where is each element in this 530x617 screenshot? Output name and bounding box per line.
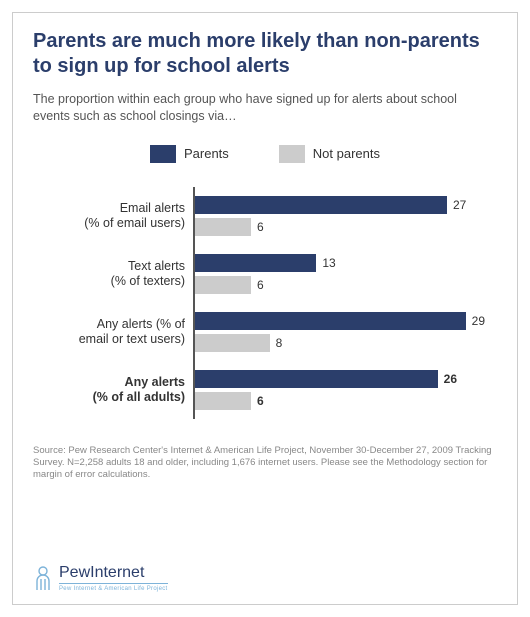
category-label: email or text users) [79, 332, 185, 347]
category-label: Any alerts (% of [97, 317, 185, 332]
legend-item-not-parents: Not parents [279, 145, 380, 163]
bar-value: 6 [257, 220, 264, 234]
bar-value: 13 [322, 256, 335, 270]
legend-swatch [279, 145, 305, 163]
legend-item-parents: Parents [150, 145, 229, 163]
bar [195, 392, 251, 410]
bar-row: 27 [195, 195, 497, 215]
legend-label: Parents [184, 146, 229, 161]
category-label: (% of email users) [84, 216, 185, 231]
bar [195, 196, 447, 214]
bar-value: 27 [453, 198, 466, 212]
logo-sub-text: Pew Internet & American Life Project [59, 583, 168, 592]
chart-panel: Parents are much more likely than non-pa… [12, 12, 518, 605]
legend: Parents Not parents [33, 145, 497, 163]
category-label: Email alerts [120, 201, 185, 216]
bar-value: 26 [444, 372, 457, 386]
legend-label: Not parents [313, 146, 380, 161]
category-label: Any alerts [125, 375, 185, 390]
legend-swatch [150, 145, 176, 163]
bar-value: 6 [257, 394, 264, 408]
bar-value: 8 [276, 336, 283, 350]
bar [195, 334, 270, 352]
bar [195, 218, 251, 236]
bar-row: 6 [195, 217, 497, 237]
bar-value: 29 [472, 314, 485, 328]
bar-row: 8 [195, 333, 497, 353]
chart-subtitle: The proportion within each group who hav… [33, 91, 497, 125]
logo-main-text: PewInternet [59, 565, 168, 581]
category-label: (% of texters) [111, 274, 185, 289]
category-label: (% of all adults) [93, 390, 185, 405]
bar-value: 6 [257, 278, 264, 292]
bar [195, 370, 438, 388]
chart-title: Parents are much more likely than non-pa… [33, 29, 497, 79]
bar-row: 6 [195, 275, 497, 295]
pew-logo-icon [33, 565, 53, 591]
bar-row: 26 [195, 369, 497, 389]
category-label: Text alerts [128, 259, 185, 274]
bar-row: 6 [195, 391, 497, 411]
bar [195, 312, 466, 330]
bar [195, 254, 316, 272]
bar-row: 29 [195, 311, 497, 331]
pew-logo: PewInternet Pew Internet & American Life… [33, 565, 497, 592]
source-text: Source: Pew Research Center's Internet &… [33, 445, 497, 482]
bar-row: 13 [195, 253, 497, 273]
bar [195, 276, 251, 294]
bar-chart: Email alerts(% of email users) Text alert… [33, 187, 497, 419]
